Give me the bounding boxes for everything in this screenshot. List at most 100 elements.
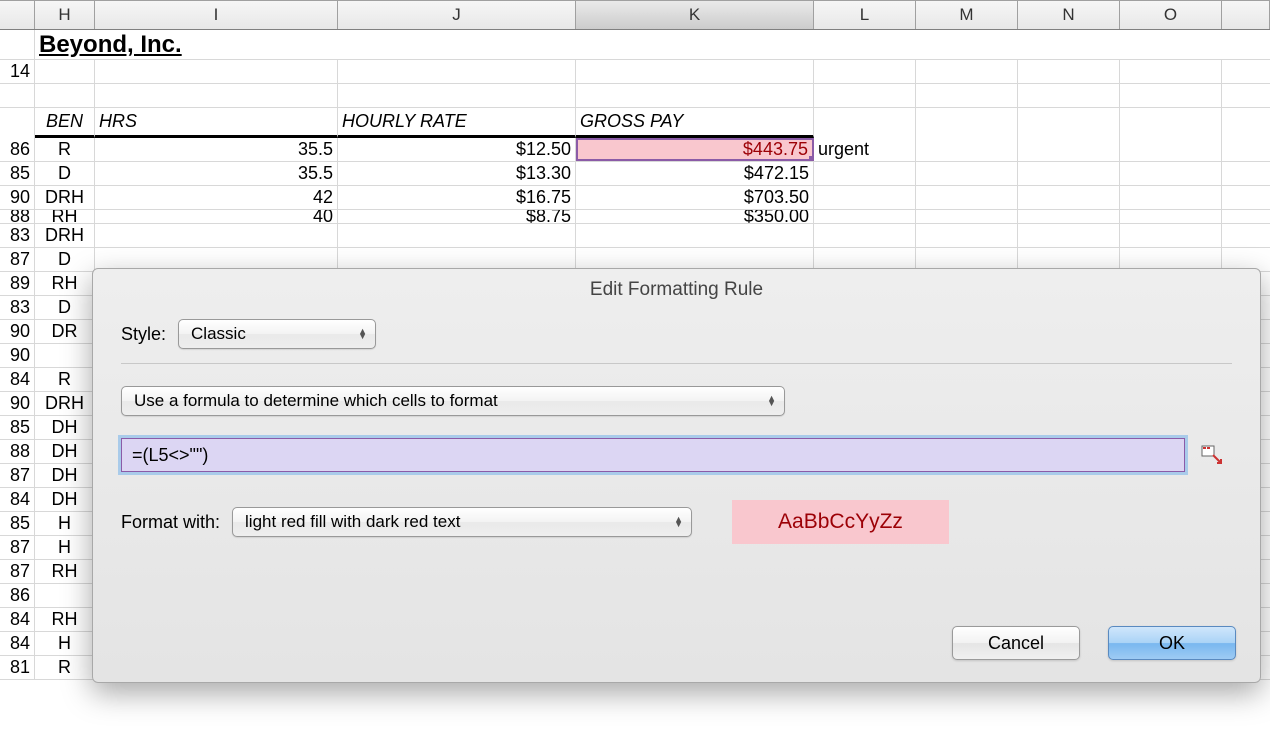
cell[interactable] bbox=[338, 224, 576, 247]
cell[interactable] bbox=[35, 584, 95, 607]
cell[interactable] bbox=[1018, 224, 1120, 247]
cancel-button[interactable]: Cancel bbox=[952, 626, 1080, 660]
cell[interactable] bbox=[0, 30, 35, 59]
cell[interactable] bbox=[1120, 210, 1222, 223]
cell[interactable] bbox=[1018, 186, 1120, 209]
cell[interactable]: 87 bbox=[0, 464, 35, 487]
formula-input[interactable] bbox=[121, 438, 1185, 472]
cell[interactable] bbox=[35, 60, 95, 83]
cell[interactable]: R bbox=[35, 138, 95, 161]
cell[interactable] bbox=[1018, 210, 1120, 223]
cell[interactable] bbox=[1120, 162, 1222, 185]
cell[interactable]: 86 bbox=[0, 584, 35, 607]
header-gross-pay[interactable]: GROSS PAY bbox=[576, 108, 814, 138]
cell[interactable]: 87 bbox=[0, 560, 35, 583]
cell[interactable]: DH bbox=[35, 440, 95, 463]
cell[interactable]: 35.5 bbox=[95, 138, 338, 161]
column-header-H[interactable]: H bbox=[35, 0, 95, 29]
cell[interactable] bbox=[1018, 84, 1120, 107]
header-ben[interactable]: BEN bbox=[35, 108, 95, 138]
cell[interactable]: 88 bbox=[0, 440, 35, 463]
cell[interactable]: DH bbox=[35, 488, 95, 511]
header-hrs[interactable]: HRS bbox=[95, 108, 338, 138]
cell[interactable] bbox=[814, 224, 916, 247]
cell[interactable]: 87 bbox=[0, 536, 35, 559]
cell[interactable]: 81 bbox=[0, 656, 35, 679]
cell[interactable] bbox=[1018, 60, 1120, 83]
company-title-cell[interactable]: Beyond, Inc. bbox=[35, 30, 1218, 59]
cell[interactable]: 83 bbox=[0, 296, 35, 319]
cell[interactable]: 14 bbox=[0, 60, 35, 83]
cell[interactable]: RH bbox=[35, 272, 95, 295]
cell[interactable]: H bbox=[35, 536, 95, 559]
cell[interactable] bbox=[1120, 60, 1222, 83]
cell[interactable] bbox=[0, 84, 35, 107]
cell[interactable]: R bbox=[35, 656, 95, 679]
column-header-I[interactable]: I bbox=[95, 0, 338, 29]
cell[interactable]: 90 bbox=[0, 344, 35, 367]
rule-type-select[interactable]: Use a formula to determine which cells t… bbox=[121, 386, 785, 416]
cell[interactable] bbox=[916, 60, 1018, 83]
cell[interactable]: DH bbox=[35, 416, 95, 439]
cell[interactable]: D bbox=[35, 296, 95, 319]
cell[interactable]: H bbox=[35, 512, 95, 535]
column-header-G[interactable] bbox=[0, 0, 35, 29]
cell[interactable] bbox=[814, 210, 916, 223]
cell[interactable]: 42 bbox=[95, 186, 338, 209]
cell[interactable] bbox=[916, 138, 1018, 161]
cell[interactable]: $350.00 bbox=[576, 210, 814, 223]
cell[interactable] bbox=[0, 108, 35, 138]
cell[interactable]: 84 bbox=[0, 488, 35, 511]
cell[interactable] bbox=[95, 60, 338, 83]
cell[interactable]: RH bbox=[35, 560, 95, 583]
column-header-L[interactable]: L bbox=[814, 0, 916, 29]
cell[interactable] bbox=[35, 344, 95, 367]
format-with-select[interactable]: light red fill with dark red text ▲▼ bbox=[232, 507, 692, 537]
cell[interactable]: 90 bbox=[0, 392, 35, 415]
cell[interactable]: 88 bbox=[0, 210, 35, 223]
cell[interactable]: DRH bbox=[35, 392, 95, 415]
cell[interactable] bbox=[916, 186, 1018, 209]
cell[interactable] bbox=[35, 84, 95, 107]
cell[interactable] bbox=[916, 162, 1018, 185]
cell[interactable]: DRH bbox=[35, 224, 95, 247]
cell[interactable]: 87 bbox=[0, 248, 35, 271]
cell[interactable] bbox=[1018, 138, 1120, 161]
cell[interactable]: 35.5 bbox=[95, 162, 338, 185]
cell[interactable]: 89 bbox=[0, 272, 35, 295]
cell[interactable] bbox=[814, 84, 916, 107]
cell[interactable]: 90 bbox=[0, 320, 35, 343]
cell[interactable]: R bbox=[35, 368, 95, 391]
cell[interactable] bbox=[1120, 108, 1222, 138]
cell[interactable]: H bbox=[35, 632, 95, 655]
cell[interactable]: $703.50 bbox=[576, 186, 814, 209]
ok-button[interactable]: OK bbox=[1108, 626, 1236, 660]
column-header-K[interactable]: K bbox=[576, 0, 814, 29]
cell[interactable] bbox=[916, 108, 1018, 138]
cell[interactable] bbox=[576, 84, 814, 107]
cell[interactable]: D bbox=[35, 162, 95, 185]
cell[interactable] bbox=[814, 162, 916, 185]
cell[interactable]: RH bbox=[35, 210, 95, 223]
cell[interactable] bbox=[916, 224, 1018, 247]
range-picker-button[interactable] bbox=[1197, 440, 1227, 470]
cell[interactable] bbox=[1120, 224, 1222, 247]
cell[interactable]: 84 bbox=[0, 608, 35, 631]
cell[interactable]: $8.75 bbox=[338, 210, 576, 223]
cell[interactable]: 84 bbox=[0, 368, 35, 391]
cell[interactable] bbox=[814, 186, 916, 209]
cell[interactable] bbox=[338, 60, 576, 83]
column-header-M[interactable]: M bbox=[916, 0, 1018, 29]
column-header-P[interactable] bbox=[1222, 0, 1270, 29]
cell[interactable] bbox=[576, 224, 814, 247]
cell[interactable] bbox=[814, 60, 916, 83]
column-header-J[interactable]: J bbox=[338, 0, 576, 29]
cell[interactable]: 85 bbox=[0, 416, 35, 439]
cell[interactable] bbox=[1018, 108, 1120, 138]
cell[interactable]: 84 bbox=[0, 632, 35, 655]
cell[interactable]: $472.15 bbox=[576, 162, 814, 185]
cell[interactable]: RH bbox=[35, 608, 95, 631]
column-header-N[interactable]: N bbox=[1018, 0, 1120, 29]
cell[interactable]: 40 bbox=[95, 210, 338, 223]
cell[interactable] bbox=[814, 108, 916, 138]
